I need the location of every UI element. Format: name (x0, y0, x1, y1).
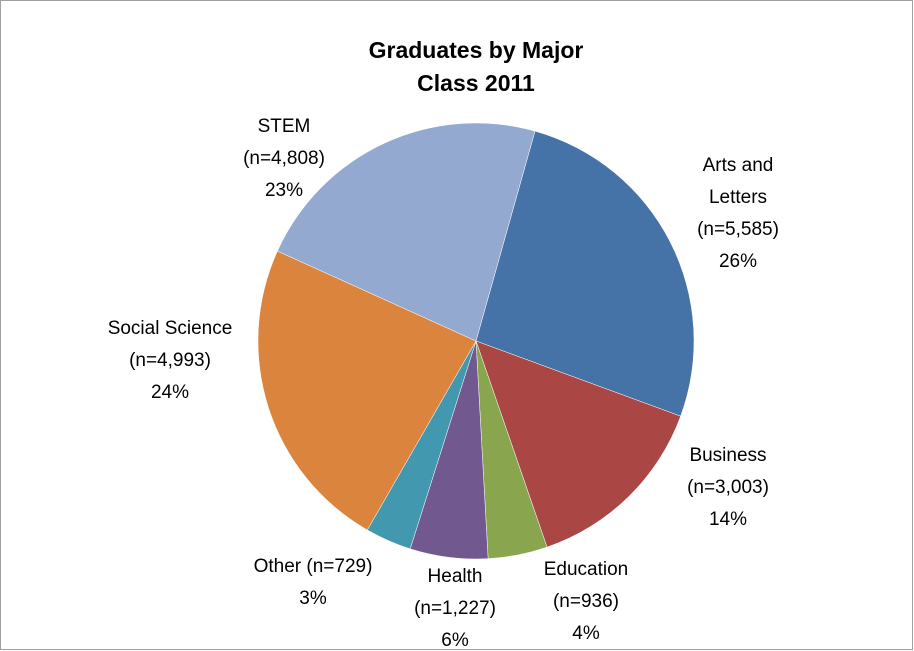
percent-label: 24% (150, 382, 190, 403)
count-label: (n=5,585) (697, 219, 779, 240)
count-label: (n=4,808) (243, 148, 325, 169)
percent-label: 3% (299, 588, 327, 609)
slice-label: Arts and Letters (n=5,585) 26% (678, 150, 798, 278)
slice-label: Education (n=936) 4% (526, 554, 646, 650)
pie-slice (475, 340, 681, 548)
percent-label: 14% (708, 509, 748, 530)
count-label: (n=4,993) (129, 350, 211, 371)
slice-label: Business (n=3,003) 14% (668, 440, 788, 536)
pie-slice (277, 122, 536, 342)
category-name: Education (543, 559, 629, 580)
count-label: (n=936) (552, 591, 620, 612)
slice-label: Health (n=1,227) 6% (395, 561, 515, 651)
category-name: Business (689, 445, 767, 466)
slice-label: Other (n=729) 3% (233, 551, 393, 615)
category-name: Arts and Letters (702, 155, 774, 208)
percent-label: 4% (572, 623, 600, 644)
count-label: (n=1,227) (414, 598, 496, 619)
chart-subtitle: Class 2011 (417, 70, 535, 96)
slice-label: STEM (n=4,808) 23% (224, 111, 344, 207)
chart-title: Graduates by Major (369, 37, 584, 63)
category-name: STEM (257, 116, 311, 137)
pie-slice (257, 250, 477, 531)
slice-label: Social Science (n=4,993) 24% (85, 313, 255, 409)
category-name: Other (253, 556, 302, 577)
category-name: Health (427, 566, 483, 587)
pie-slice (475, 130, 695, 417)
percent-label: 26% (718, 251, 758, 272)
count-label: (n=729) (306, 556, 373, 577)
percent-label: 6% (441, 630, 469, 651)
percent-label: 23% (264, 180, 304, 201)
count-label: (n=3,003) (687, 477, 769, 498)
category-name: Social Science (107, 318, 233, 339)
